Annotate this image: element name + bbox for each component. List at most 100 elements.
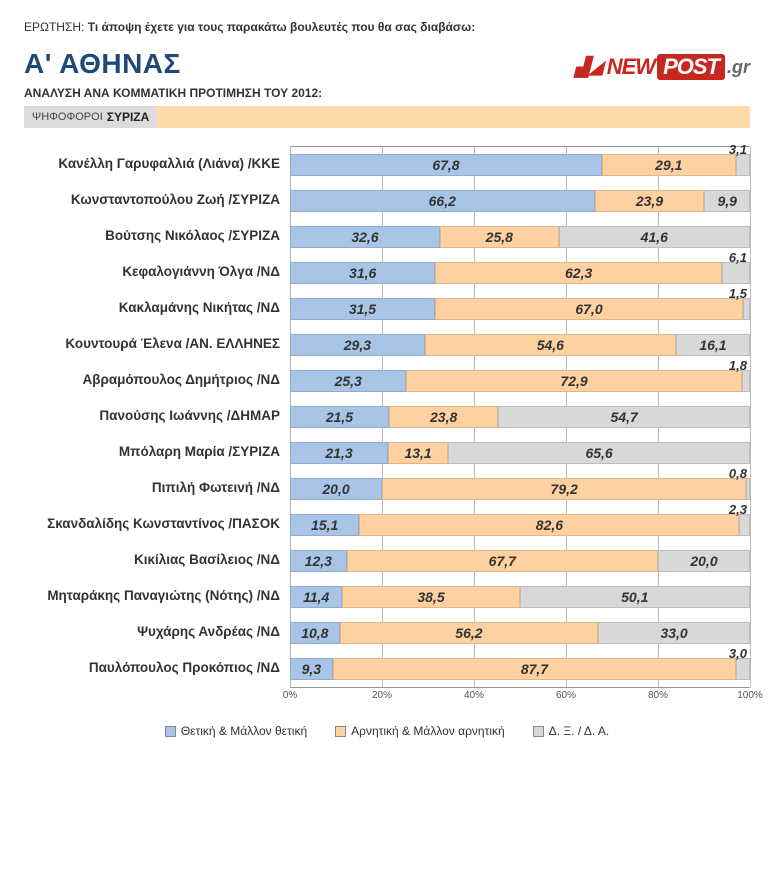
bird-icon: ▟◢ [575, 57, 603, 78]
axis-tick: 20% [372, 690, 392, 701]
bar-row: 29,3 54,6 16,1 [290, 327, 750, 363]
legend-label: Δ. Ξ. / Δ. Α. [549, 724, 610, 738]
value-label: 56,2 [455, 625, 482, 641]
value-label: 12,3 [305, 553, 332, 569]
value-label: 11,4 [303, 589, 329, 605]
bar-row: 15,182,62,3 [290, 507, 750, 543]
bar-segment: 33,0 [598, 622, 750, 644]
bar-wrap: 31,662,36,1 [290, 262, 750, 284]
bar-wrap: 67,829,13,1 [290, 154, 750, 176]
bar-segment: 16,1 [676, 334, 750, 356]
bar-segment: 13,1 [388, 442, 448, 464]
axis-tick: 100% [737, 690, 763, 701]
bar-row: 31,5 67,01,5 [290, 291, 750, 327]
value-label: 25,3 [335, 373, 362, 389]
bar-segment: 25,8 [440, 226, 559, 248]
bar-wrap: 20,0 79,2 0,8 [290, 478, 750, 500]
bar-segment: 0,8 [746, 478, 750, 500]
legend-swatch [165, 726, 176, 737]
value-label: 65,6 [585, 445, 612, 461]
row-label: Κεφαλογιάννη Όλγα /ΝΔ [24, 254, 286, 290]
row-label: Κουντουρά Έλενα /ΑΝ. ΕΛΛΗΝΕΣ [24, 326, 286, 362]
labels-column: Κανέλλη Γαρυφαλλιά (Λιάνα) /ΚΚΕΚωνσταντο… [24, 146, 286, 688]
bar-row: 20,0 79,2 0,8 [290, 471, 750, 507]
voters-label: ΨΗΦΟΦΟΡΟΙ [32, 111, 103, 123]
row-label: Κικίλιας Βασίλειος /ΝΔ [24, 542, 286, 578]
legend-label: Αρνητική & Μάλλον αρνητική [351, 724, 505, 738]
value-label: 0,8 [729, 466, 747, 481]
bar-row: 12,367,720,0 [290, 543, 750, 579]
row-label: Ψυχάρης Ανδρέας /ΝΔ [24, 614, 286, 650]
row-label: Κωνσταντοπούλου Ζωή /ΣΥΡΙΖΑ [24, 182, 286, 218]
grid-line [750, 147, 751, 687]
voters-bar: ΨΗΦΟΦΟΡΟΙ ΣΥΡΙΖΑ [24, 106, 750, 128]
value-label: 67,8 [432, 157, 459, 173]
bar-wrap: 21,523,854,7 [290, 406, 750, 428]
row-label: Κανέλλη Γαρυφαλλιά (Λιάνα) /ΚΚΕ [24, 146, 286, 182]
value-label: 50,1 [621, 589, 648, 605]
bar-wrap: 12,367,720,0 [290, 550, 750, 572]
bar-segment: 20,0 [290, 478, 382, 500]
bar-segment: 21,3 [290, 442, 388, 464]
bar-row: 21,3 13,1 65,6 [290, 435, 750, 471]
value-label: 29,1 [655, 157, 682, 173]
legend-item: Θετική & Μάλλον θετική [165, 724, 307, 738]
bar-segment: 67,0 [435, 298, 743, 320]
value-label: 3,1 [729, 142, 747, 157]
bar-segment: 12,3 [290, 550, 347, 572]
bar-segment: 29,1 [602, 154, 736, 176]
value-label: 3,0 [729, 646, 747, 661]
bar-wrap: 66,2 23,9 9,9 [290, 190, 750, 212]
value-label: 20,0 [322, 481, 349, 497]
bar-segment: 31,5 [290, 298, 435, 320]
bar-segment: 23,9 [595, 190, 705, 212]
value-label: 25,8 [486, 229, 513, 245]
bar-row: 66,2 23,9 9,9 [290, 183, 750, 219]
bars-column: 67,829,13,166,223,99,932,625,841,631,662… [290, 146, 750, 688]
logo-new: NEW [607, 54, 655, 80]
value-label: 79,2 [551, 481, 578, 497]
bar-segment: 25,3 [290, 370, 406, 392]
question-line: ΕΡΩΤΗΣΗ: Τι άποψη έχετε για τους παρακάτ… [24, 20, 750, 34]
bar-segment: 65,6 [448, 442, 750, 464]
value-label: 82,6 [536, 517, 563, 533]
bar-segment: 1,5 [743, 298, 750, 320]
bar-segment: 66,2 [290, 190, 595, 212]
subtitle: ΑΝΑΛΥΣΗ ΑΝΑ ΚΟΜΜΑΤΙΚΗ ΠΡΟΤΙΜΗΣΗ ΤΟΥ 2012… [24, 86, 750, 100]
row-label: Πανούσης Ιωάννης /ΔΗΜΑΡ [24, 398, 286, 434]
value-label: 1,8 [729, 358, 747, 373]
value-label: 9,9 [717, 193, 736, 209]
bar-row: 10,8 56,2 33,0 [290, 615, 750, 651]
bar-row: 32,625,841,6 [290, 219, 750, 255]
value-label: 29,3 [344, 337, 371, 353]
value-label: 87,7 [521, 661, 548, 677]
bar-segment: 9,9 [704, 190, 750, 212]
bar-wrap: 9,387,73,0 [290, 658, 750, 680]
row-label: Παυλόπουλος Προκόπιος /ΝΔ [24, 650, 286, 686]
bar-segment: 62,3 [435, 262, 722, 284]
value-label: 62,3 [565, 265, 592, 281]
legend-item: Δ. Ξ. / Δ. Α. [533, 724, 610, 738]
value-label: 54,6 [537, 337, 564, 353]
bar-segment: 67,8 [290, 154, 602, 176]
bar-segment: 54,7 [498, 406, 750, 428]
bar-row: 11,438,550,1 [290, 579, 750, 615]
bar-segment: 11,4 [290, 586, 342, 608]
row-label: Σκανδαλίδης Κωνσταντίνος /ΠΑΣΟΚ [24, 506, 286, 542]
bar-segment: 21,5 [290, 406, 389, 428]
bar-segment: 2,3 [739, 514, 750, 536]
value-label: 32,6 [351, 229, 378, 245]
bar-wrap: 32,625,841,6 [290, 226, 750, 248]
header-row: Α' ΑΘΗΝΑΣ ▟◢ NEW POST .gr [24, 48, 750, 80]
bar-wrap: 10,8 56,2 33,0 [290, 622, 750, 644]
row-label: Μπόλαρη Μαρία /ΣΥΡΙΖΑ [24, 434, 286, 470]
bar-wrap: 29,3 54,6 16,1 [290, 334, 750, 356]
bar-segment: 50,1 [520, 586, 750, 608]
row-label: Πιπιλή Φωτεινή /ΝΔ [24, 470, 286, 506]
value-label: 31,5 [349, 301, 376, 317]
bar-segment: 82,6 [359, 514, 739, 536]
value-label: 21,3 [325, 445, 352, 461]
value-label: 6,1 [729, 250, 747, 265]
value-label: 23,9 [636, 193, 663, 209]
value-label: 10,8 [301, 625, 328, 641]
